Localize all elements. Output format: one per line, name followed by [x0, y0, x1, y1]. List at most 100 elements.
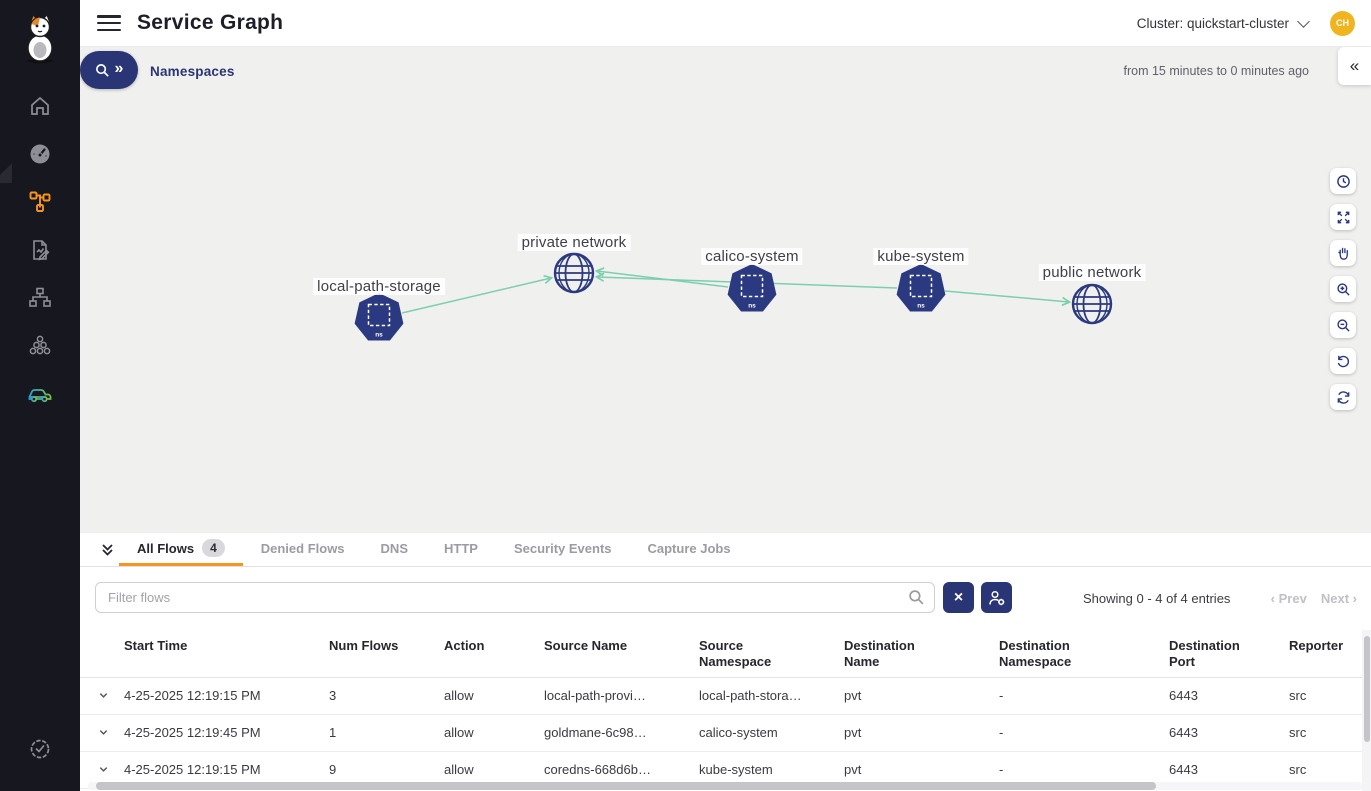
undo-layout-button[interactable]: [1330, 348, 1356, 374]
svg-text:ns: ns: [917, 303, 925, 310]
tab-denied-flows[interactable]: Denied Flows: [260, 540, 345, 556]
time-settings-button[interactable]: [1330, 168, 1356, 194]
left-sidebar: [0, 0, 80, 791]
tab-all-flows[interactable]: All Flows 4: [119, 533, 243, 566]
refresh-icon: [1337, 390, 1349, 404]
zoom-in-icon: [1336, 282, 1350, 296]
node-label-kube-system[interactable]: kube-system: [873, 248, 969, 265]
filter-row: × Showing 0 - 4 of 4 entries ‹ Prev Next…: [80, 567, 1371, 629]
chevron-down-icon: [99, 693, 107, 698]
col-destination-namespace[interactable]: Destination Namespace: [999, 638, 1072, 670]
node-private-network[interactable]: [553, 252, 595, 294]
zoom-out-icon: [1336, 318, 1350, 332]
refresh-button[interactable]: [1330, 384, 1356, 410]
hamburger-menu-icon[interactable]: [97, 15, 121, 31]
row-expander[interactable]: [88, 715, 118, 751]
node-local-path-storage[interactable]: ns: [354, 293, 404, 341]
sidebar-item-policies[interactable]: [0, 226, 80, 274]
clear-filter-button[interactable]: ×: [943, 582, 974, 613]
node-calico-system[interactable]: ns: [727, 264, 777, 312]
table-row[interactable]: 4-25-2025 12:19:15 PM 3 allow local-path…: [80, 678, 1371, 715]
vertical-scrollbar-thumb[interactable]: [1363, 636, 1370, 742]
sidebar-item-dashboard[interactable]: [0, 130, 80, 178]
edge-lps-to-private[interactable]: [401, 274, 554, 314]
pan-hand-icon: [1337, 247, 1348, 260]
node-label-public-network[interactable]: public network: [1038, 264, 1146, 281]
node-public-network[interactable]: [1071, 283, 1113, 325]
chevron-down-icon: [1297, 14, 1310, 28]
panel-collapse-button[interactable]: [95, 533, 119, 566]
tab-security-events[interactable]: Security Events: [513, 540, 612, 556]
node-label-calico-system[interactable]: calico-system: [701, 248, 803, 265]
horizontal-scrollbar[interactable]: [88, 782, 1362, 790]
cluster-selector[interactable]: Cluster: quickstart-cluster: [1136, 14, 1310, 31]
next-button[interactable]: Next ›: [1320, 590, 1357, 606]
chevron-left-icon: ‹: [1270, 590, 1276, 606]
vertical-scrollbar[interactable]: [1362, 630, 1371, 791]
pagination: ‹ Prev Next ›: [1271, 567, 1357, 629]
pan-button[interactable]: [1330, 240, 1356, 266]
svg-text:ns: ns: [748, 303, 756, 310]
tab-capture-jobs[interactable]: Capture Jobs: [647, 540, 731, 556]
row-expander[interactable]: [88, 678, 118, 714]
col-num-flows[interactable]: Num Flows: [329, 638, 399, 653]
node-kube-system[interactable]: ns: [896, 264, 946, 312]
avatar[interactable]: CH: [1330, 10, 1355, 36]
breadcrumb[interactable]: Namespaces: [150, 63, 235, 79]
col-start-time[interactable]: Start Time: [124, 638, 188, 653]
horizontal-scrollbar-thumb[interactable]: [96, 782, 1156, 790]
sidebar-item-verify[interactable]: [0, 725, 80, 773]
zoom-in-button[interactable]: [1330, 276, 1356, 302]
calico-cat-logo: [18, 12, 62, 64]
row-expander[interactable]: [88, 752, 118, 788]
flow-count-badge: 4: [202, 539, 225, 557]
flows-panel: All Flows 4 Denied Flows DNS HTTP Securi…: [80, 533, 1371, 791]
filter-flows-input[interactable]: [95, 582, 935, 613]
col-reporter[interactable]: Reporter: [1289, 638, 1344, 653]
sidebar-item-home[interactable]: [0, 82, 80, 130]
flows-tab-bar: All Flows 4 Denied Flows DNS HTTP Securi…: [80, 533, 1371, 567]
col-source-name[interactable]: Source Name: [544, 638, 628, 653]
chevron-down-icon: [99, 767, 107, 772]
table-row[interactable]: 4-25-2025 12:19:45 PM 1 allow goldmane-6…: [80, 715, 1371, 752]
column-settings-button[interactable]: [981, 582, 1012, 613]
flows-table-header: Start Time Num Flows Action Source Name …: [80, 629, 1371, 678]
time-range-label: from 15 minutes to 0 minutes ago: [1123, 64, 1309, 78]
col-source-namespace[interactable]: Source Namespace: [699, 638, 772, 670]
tab-label: All Flows: [137, 540, 195, 556]
graph-svg: ns ns ns: [354, 252, 1113, 341]
top-bar: Service Graph Cluster: quickstart-cluste…: [80, 0, 1371, 47]
clock-icon: [1336, 174, 1350, 188]
showing-entries-label: Showing 0 - 4 of 4 entries: [1083, 590, 1231, 606]
sidebar-item-network[interactable]: [0, 274, 80, 322]
undo-icon: [1337, 355, 1349, 367]
col-destination-port[interactable]: Destination Port: [1169, 638, 1240, 670]
svg-text:ns: ns: [375, 332, 383, 339]
search-icon: [95, 63, 109, 77]
search-icon: [909, 590, 924, 605]
chevron-down-icon: [99, 730, 107, 735]
chevron-right-icon: ›: [1352, 590, 1357, 606]
node-label-local-path-storage[interactable]: local-path-storage: [313, 278, 445, 295]
service-graph-canvas[interactable]: ns ns ns local-path-: [80, 95, 1371, 533]
sidebar-item-cluster[interactable]: [0, 322, 80, 370]
right-panel-collapse-button[interactable]: «: [1338, 47, 1371, 85]
col-destination-name[interactable]: Destination Name: [844, 638, 915, 670]
double-chevron-right-icon: »: [114, 60, 124, 77]
fit-screen-button[interactable]: [1330, 204, 1356, 230]
sidebar-item-whisker[interactable]: [0, 370, 80, 418]
tab-http[interactable]: HTTP: [444, 540, 478, 556]
double-chevron-down-icon: [101, 543, 113, 556]
zoom-out-button[interactable]: [1330, 312, 1356, 338]
graph-search-button[interactable]: »: [80, 51, 138, 89]
user-gear-icon: [988, 590, 1004, 605]
tab-dns[interactable]: DNS: [380, 540, 408, 556]
node-label-private-network[interactable]: private network: [517, 234, 631, 251]
col-action[interactable]: Action: [444, 638, 485, 653]
header-expander-spacer: [88, 629, 118, 677]
cluster-label: Cluster: quickstart-cluster: [1136, 15, 1289, 31]
edge-kube-to-public[interactable]: [944, 290, 1072, 307]
prev-button[interactable]: ‹ Prev: [1270, 590, 1307, 606]
sidebar-item-service-graph[interactable]: [0, 163, 80, 226]
graph-header-strip: » Namespaces from 15 minutes to 0 minute…: [80, 47, 1371, 95]
